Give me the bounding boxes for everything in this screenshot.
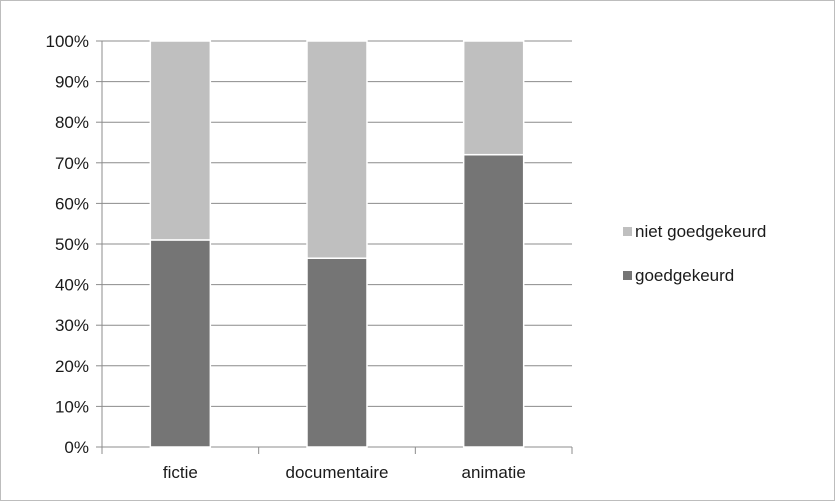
y-tick-label: 80% <box>55 113 89 132</box>
x-category-label: documentaire <box>285 463 388 482</box>
legend-label: niet goedgekeurd <box>635 222 766 241</box>
y-tick-label: 60% <box>55 194 89 213</box>
legend-swatch <box>623 271 632 280</box>
bar-segment-niet-goedgekeurd-animatie <box>462 40 525 156</box>
bar-segment-niet-goedgekeurd-fictie <box>149 40 212 241</box>
bar-segment-niet-goedgekeurd-documentaire <box>306 40 368 259</box>
legend-item-niet-goedgekeurd: niet goedgekeurd <box>623 222 766 241</box>
legend-label: goedgekeurd <box>635 266 734 285</box>
y-tick-label: 0% <box>64 438 89 457</box>
x-category-label: fictie <box>163 463 198 482</box>
bars <box>149 40 525 448</box>
legend-swatch <box>623 227 632 236</box>
y-tick-label: 90% <box>55 73 89 92</box>
axis-labels: 0% 10% 20% 30% 40% 50% 60% 70% 80% 90% 100% fictie d… <box>46 32 526 482</box>
legend: niet goedgekeurd goedgekeurd <box>623 222 766 285</box>
y-tick-label: 10% <box>55 397 89 416</box>
y-tick-label: 30% <box>55 316 89 335</box>
y-tick-label: 40% <box>55 276 89 295</box>
y-tick-label: 50% <box>55 235 89 254</box>
bar-segment-goedgekeurd-documentaire <box>306 257 368 448</box>
y-tick-label: 70% <box>55 154 89 173</box>
y-tick-label: 20% <box>55 357 89 376</box>
x-category-label: animatie <box>462 463 526 482</box>
legend-item-goedgekeurd: goedgekeurd <box>623 266 734 285</box>
bar-segment-goedgekeurd-animatie <box>462 153 525 448</box>
bar-segment-goedgekeurd-fictie <box>149 239 212 448</box>
y-tick-label: 100% <box>46 32 89 51</box>
